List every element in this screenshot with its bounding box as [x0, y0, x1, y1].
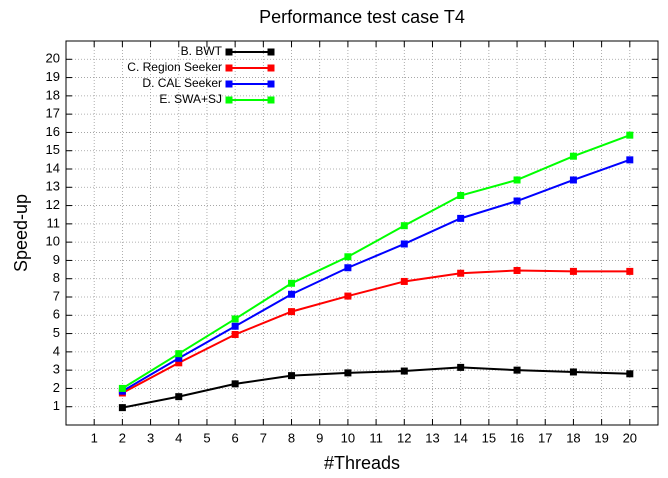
y-tick-label: 20: [46, 51, 60, 66]
x-tick-label: 15: [482, 430, 496, 445]
point: [288, 372, 296, 380]
point: [626, 156, 634, 164]
point: [175, 393, 183, 401]
x-tick-label: 3: [147, 430, 154, 445]
y-tick-label: 11: [47, 215, 61, 230]
point: [118, 384, 126, 392]
y-tick-label: 3: [53, 362, 60, 377]
legend-label: B. BWT: [181, 44, 223, 58]
y-tick-label: 14: [46, 160, 60, 175]
point: [288, 290, 296, 298]
legend-label: E. SWA+SJ: [159, 92, 222, 106]
point: [513, 366, 521, 374]
point: [626, 131, 634, 139]
point: [513, 266, 521, 274]
series-line: [121, 134, 631, 390]
x-tick-label: 7: [260, 430, 267, 445]
point: [344, 253, 352, 261]
point: [513, 197, 521, 205]
point: [231, 380, 239, 388]
y-axis-label: Speed-up: [11, 194, 31, 272]
point: [626, 370, 634, 378]
point: [569, 152, 577, 160]
legend-label: C. Region Seeker: [127, 60, 222, 74]
x-tick-label: 12: [397, 430, 411, 445]
point: [288, 279, 296, 287]
point: [400, 222, 408, 230]
point: [344, 292, 352, 300]
y-tick-label: 19: [46, 69, 60, 84]
y-tick-label: 12: [46, 197, 60, 212]
chart-title: Performance test case T4: [259, 7, 465, 27]
x-tick-label: 14: [453, 430, 467, 445]
legend-marker: [225, 64, 233, 72]
x-tick-label: 13: [425, 430, 439, 445]
series-line: [121, 269, 630, 394]
y-tick-label: 7: [53, 288, 60, 303]
legend-label: D. CAL Seeker: [142, 76, 222, 90]
x-tick-label: 19: [594, 430, 608, 445]
legend-marker: [267, 80, 275, 88]
point: [231, 330, 239, 338]
x-tick-label: 10: [341, 430, 355, 445]
point: [231, 315, 239, 323]
point: [175, 350, 183, 358]
y-tick-label: 10: [46, 234, 60, 249]
legend-marker: [267, 48, 275, 56]
point: [175, 354, 183, 362]
plot-frame: [65, 40, 659, 426]
legend-marker: [225, 80, 233, 88]
x-tick-label: 1: [91, 430, 98, 445]
legend-marker: [225, 96, 233, 104]
point: [400, 367, 408, 375]
y-tick-label: 2: [53, 380, 60, 395]
x-tick-label: 4: [175, 430, 182, 445]
y-tick-label: 9: [53, 252, 60, 267]
point: [569, 368, 577, 376]
y-tick-label: 6: [53, 307, 60, 322]
point: [231, 322, 239, 330]
point: [118, 404, 126, 412]
point: [457, 192, 465, 200]
legend-marker: [267, 96, 275, 104]
point: [400, 240, 408, 248]
y-tick-label: 13: [46, 179, 60, 194]
point: [457, 269, 465, 277]
point: [344, 369, 352, 377]
y-tick-label: 17: [46, 106, 60, 121]
point: [626, 267, 634, 275]
y-tick-label: 18: [46, 87, 60, 102]
y-tick-label: 16: [46, 124, 60, 139]
point: [513, 176, 521, 184]
y-tick-label: 8: [53, 270, 60, 285]
y-tick-label: 1: [53, 398, 60, 413]
y-tick-label: 4: [53, 343, 60, 358]
point: [175, 359, 183, 367]
x-axis-label: #Threads: [324, 453, 400, 473]
x-tick-label: 11: [369, 430, 383, 445]
y-tick-label: 5: [53, 325, 60, 340]
series-line: [121, 158, 631, 393]
legend-marker: [267, 64, 275, 72]
x-tick-label: 16: [510, 430, 524, 445]
point: [400, 277, 408, 285]
x-tick-label: 8: [288, 430, 295, 445]
x-tick-label: 20: [623, 430, 637, 445]
y-tick-label: 15: [46, 142, 60, 157]
x-tick-label: 9: [316, 430, 323, 445]
point: [569, 267, 577, 275]
point: [457, 363, 465, 371]
x-tick-label: 6: [232, 430, 239, 445]
x-tick-label: 18: [566, 430, 580, 445]
x-tick-label: 2: [119, 430, 126, 445]
point: [344, 264, 352, 272]
point: [457, 214, 465, 222]
point: [288, 308, 296, 316]
x-tick-label: 17: [538, 430, 552, 445]
x-tick-label: 5: [203, 430, 210, 445]
point: [569, 176, 577, 184]
series-line: [122, 366, 630, 409]
legend-marker: [225, 48, 233, 56]
